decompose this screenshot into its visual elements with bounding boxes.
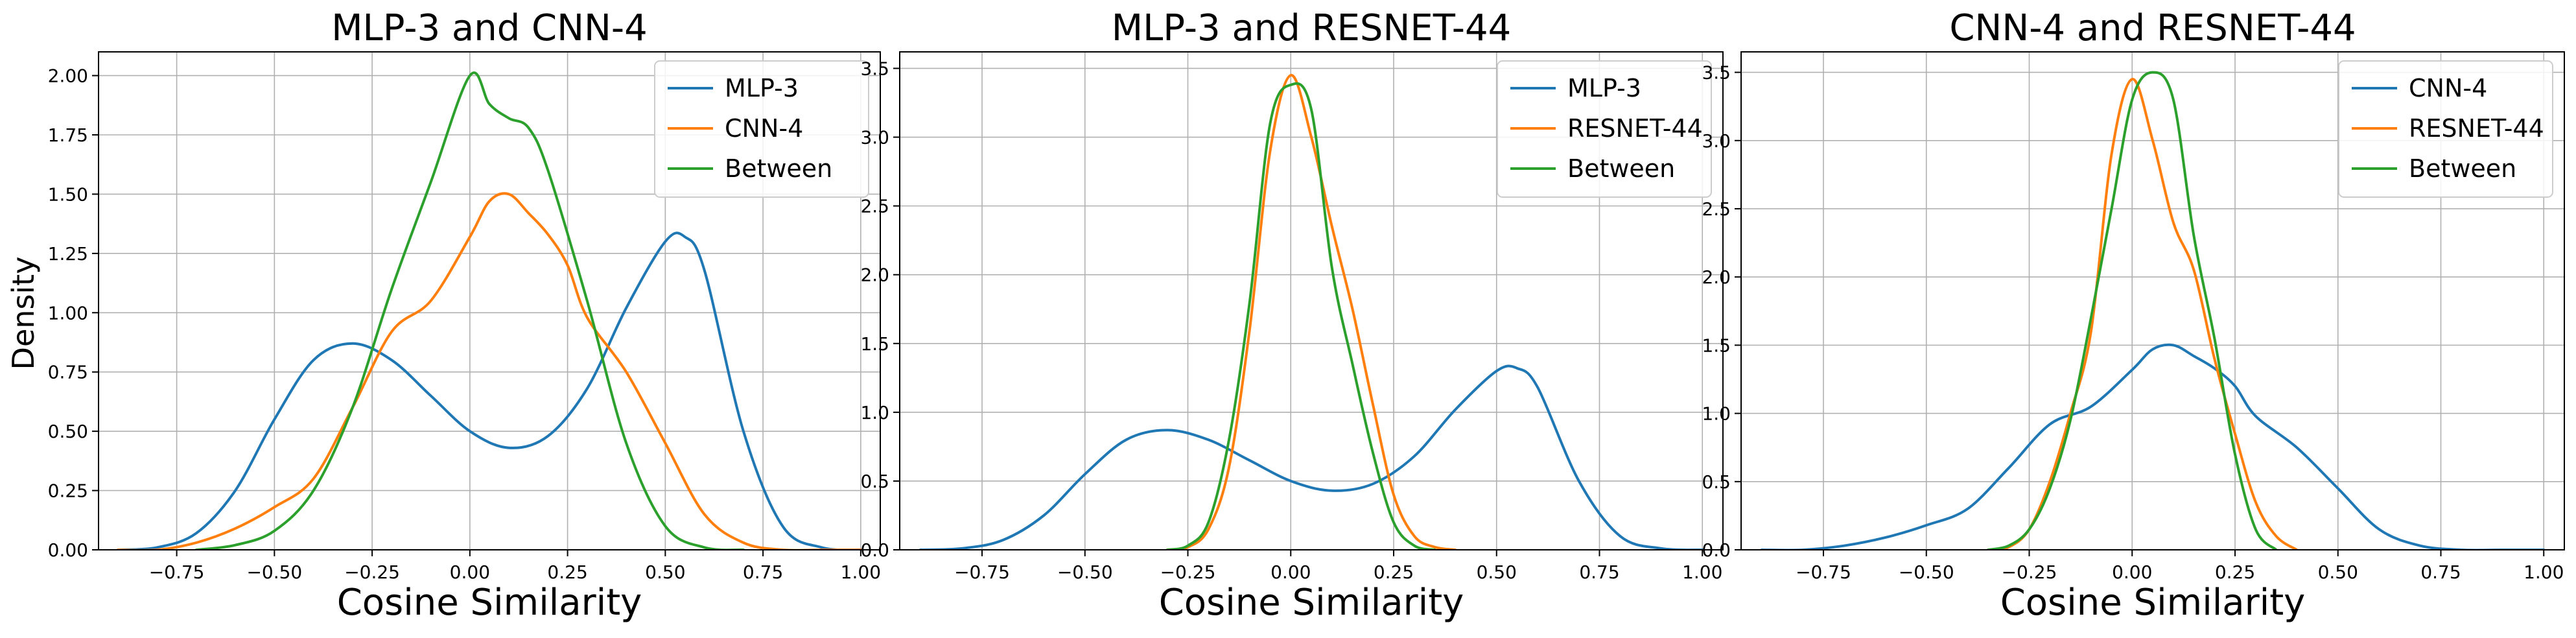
legend-label: MLP-3 xyxy=(1567,74,1641,102)
series-line-between xyxy=(1165,82,1436,550)
x-axis-label: Cosine Similarity xyxy=(2000,582,2306,624)
x-tick-label: 0.50 xyxy=(1477,561,1517,583)
x-tick-label: −0.25 xyxy=(1160,561,1216,583)
axes-frame xyxy=(1740,51,2565,550)
y-tick-label: 2.0 xyxy=(860,265,889,286)
x-axis-label: Cosine Similarity xyxy=(1159,582,1464,624)
x-tick-label: −0.50 xyxy=(246,561,302,583)
x-tick-label: 0.50 xyxy=(645,561,685,583)
figure-ylabel: Density xyxy=(6,257,41,370)
y-tick-label: 1.75 xyxy=(48,124,88,146)
x-tick-label: −0.25 xyxy=(344,561,400,583)
y-tick-label: 2.0 xyxy=(1702,266,1731,288)
series-line-cnn-4 xyxy=(1760,343,2546,550)
y-tick-label: 0.25 xyxy=(48,480,88,502)
y-tick-label: 1.00 xyxy=(48,302,88,324)
y-tick-label: 0.0 xyxy=(860,539,889,561)
y-tick-label: 0.75 xyxy=(48,362,88,383)
y-tick-label: 0.5 xyxy=(1702,471,1731,493)
x-tick-label: 0.75 xyxy=(2420,561,2461,583)
legend-label: Between xyxy=(725,154,832,183)
legend-label: Between xyxy=(1567,154,1675,183)
chart-panel-2: −0.75 −0.50 −0.25 0.00 0.25 0.50 0.75 1.00 0.0 0.… xyxy=(860,7,1724,624)
chart-title: CNN-4 and RESNET-44 xyxy=(1949,7,2356,49)
legend-label: Between xyxy=(2409,154,2516,183)
x-tick-label: 0.75 xyxy=(743,561,783,583)
x-tick-label: 0.25 xyxy=(2215,561,2255,583)
series-group xyxy=(117,71,862,550)
legend-box xyxy=(654,60,869,198)
legend: MLP-3 RESNET-44 Between xyxy=(1497,60,1712,198)
legend-label: CNN-4 xyxy=(725,114,803,143)
y-tick-label: 0.0 xyxy=(1702,539,1731,561)
legend-box xyxy=(1497,60,1712,198)
y-tick-label: 1.50 xyxy=(48,183,88,205)
x-tick-label: 0.25 xyxy=(1374,561,1414,583)
x-tick-label: −0.50 xyxy=(1899,561,1954,583)
x-axis-label: Cosine Similarity xyxy=(337,582,642,624)
series-line-mlp-3 xyxy=(117,231,862,550)
y-tick-label: 0.5 xyxy=(860,471,889,492)
x-tick-label: −0.75 xyxy=(149,561,205,583)
y-tick-label: 1.0 xyxy=(860,402,889,423)
x-tick-label: 1.00 xyxy=(1682,561,1722,583)
legend-box xyxy=(2338,60,2553,198)
x-tick-label: 0.25 xyxy=(547,561,587,583)
legend-label: MLP-3 xyxy=(725,74,799,102)
x-tick-label: 0.00 xyxy=(1270,561,1311,583)
legend-label: RESNET-44 xyxy=(2409,114,2544,143)
axes-frame xyxy=(899,51,1724,550)
series-line-between xyxy=(194,71,745,550)
y-tick-label: 0.00 xyxy=(48,539,88,561)
legend: CNN-4 RESNET-44 Between xyxy=(2338,60,2553,198)
series-line-resnet-44 xyxy=(1165,74,1457,550)
x-tick-label: 0.00 xyxy=(450,561,490,583)
y-tick-label: 3.5 xyxy=(860,58,889,79)
series-group xyxy=(1760,71,2546,550)
x-tick-label: −0.25 xyxy=(2002,561,2057,583)
series-line-cnn-4 xyxy=(117,192,862,550)
y-tick-label: 3.0 xyxy=(860,127,889,148)
x-tick-label: 0.75 xyxy=(1579,561,1619,583)
x-tick-label: 0.50 xyxy=(2318,561,2358,583)
y-tick-label: 1.5 xyxy=(1702,335,1731,356)
axes-frame xyxy=(98,51,881,550)
series-group xyxy=(919,74,1704,550)
x-tick-label: 1.00 xyxy=(841,561,881,583)
y-tick-label: 1.5 xyxy=(860,333,889,355)
y-tick-label: 3.0 xyxy=(1702,130,1731,152)
x-tick-label: 1.00 xyxy=(2523,561,2564,583)
y-tick-label: 3.5 xyxy=(1702,62,1731,84)
legend-label: RESNET-44 xyxy=(1567,114,1703,143)
series-line-mlp-3 xyxy=(919,364,1704,550)
chart-title: MLP-3 and RESNET-44 xyxy=(1112,7,1512,49)
y-tick-label: 0.50 xyxy=(48,421,88,442)
y-tick-label: 1.0 xyxy=(1702,403,1731,425)
chart-title: MLP-3 and CNN-4 xyxy=(331,7,648,49)
legend-label: CNN-4 xyxy=(2409,74,2487,102)
legend: MLP-3 CNN-4 Between xyxy=(654,60,869,198)
y-tick-label: 2.5 xyxy=(1702,198,1731,220)
y-tick-label: 2.5 xyxy=(860,196,889,217)
y-tick-label: 2.00 xyxy=(48,65,88,87)
series-line-between xyxy=(1987,71,2278,550)
x-tick-label: 0.00 xyxy=(2112,561,2152,583)
chart-panel-1: −0.75 −0.50 −0.25 0.00 0.25 0.50 0.75 1.00 0.00 0… xyxy=(48,7,881,624)
y-tick-label: 1.25 xyxy=(48,243,88,265)
x-tick-label: −0.75 xyxy=(954,561,1010,583)
x-tick-label: −0.50 xyxy=(1057,561,1113,583)
x-tick-label: −0.75 xyxy=(1796,561,1851,583)
chart-panel-3: −0.75 −0.50 −0.25 0.00 0.25 0.50 0.75 1.00 0.0 0.… xyxy=(1702,7,2565,624)
